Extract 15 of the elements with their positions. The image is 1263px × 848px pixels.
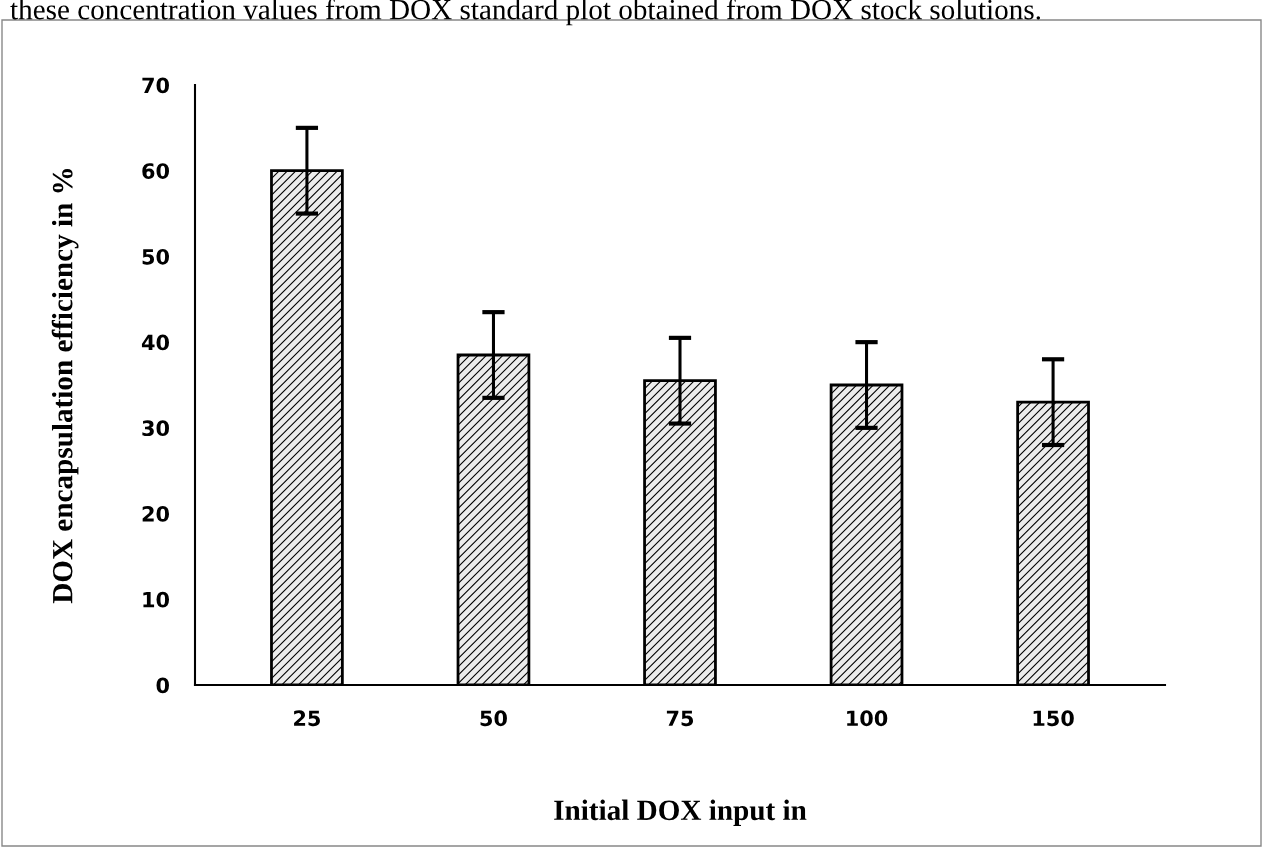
y-tick-label: 10: [143, 591, 169, 608]
x-tick-label: 75: [666, 710, 694, 727]
y-tick-label: 0: [156, 677, 169, 694]
x-tick-label: 50: [480, 710, 507, 727]
x-axis-title: Initial DOX input in: [554, 799, 807, 827]
y-tick-label: 20: [142, 506, 169, 522]
x-tick-label: 100: [847, 710, 888, 727]
y-tick-label: 60: [142, 163, 169, 179]
x-tick-label: 25: [294, 710, 320, 727]
y-tick-label: 50: [142, 248, 169, 265]
y-tick-label: 70: [142, 77, 169, 94]
y-axis-title: DOX encapsulation efficiency in %: [51, 168, 79, 604]
x-tick-label: 150: [1033, 710, 1074, 727]
y-tick-label: 30: [142, 420, 169, 437]
y-tick-label: 40: [141, 334, 169, 351]
